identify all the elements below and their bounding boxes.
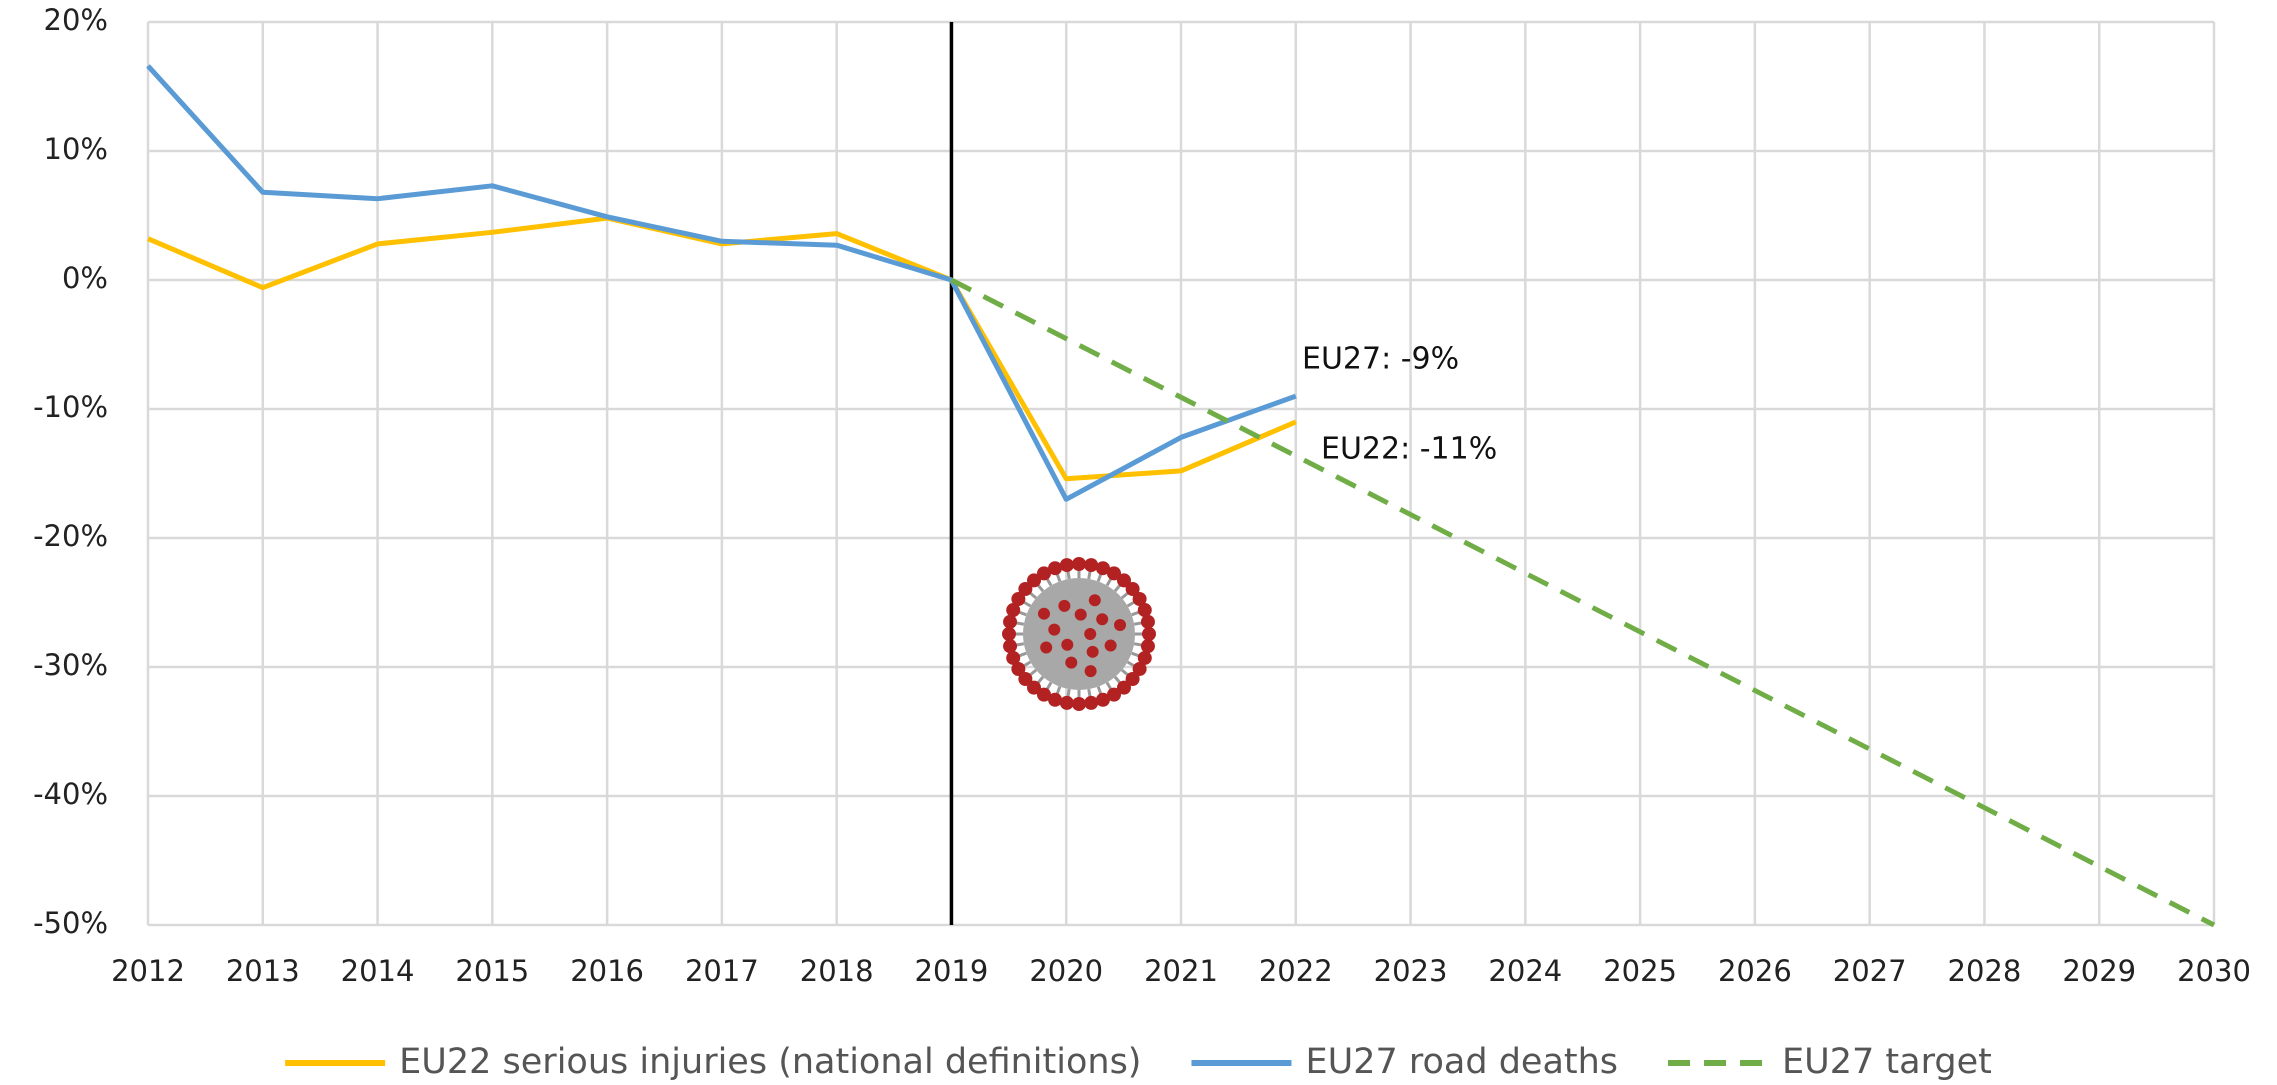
x-tick-label: 2022 [1259, 954, 1333, 988]
legend-item: EU27 road deaths [1191, 1042, 1618, 1082]
x-tick-label: 2024 [1488, 954, 1562, 988]
series-line [950, 277, 2216, 928]
virus-tip [1037, 687, 1051, 702]
virus-tip [1140, 614, 1155, 629]
virus-tip [1027, 573, 1042, 588]
virus-tip [1074, 608, 1087, 621]
x-tick-label: 2020 [1029, 954, 1103, 988]
virus-tip [1107, 687, 1121, 702]
virus-tip [1048, 692, 1063, 707]
virus-tip [1114, 619, 1127, 632]
y-tick-label: -30% [33, 648, 108, 682]
virus-tip [1002, 627, 1016, 641]
virus-tip [1011, 592, 1026, 606]
virus-tip [1040, 641, 1053, 654]
y-tick-label: -40% [33, 777, 108, 811]
virus-tip [1018, 671, 1033, 686]
x-tick-label: 2016 [570, 954, 644, 988]
virus-tip [1018, 582, 1033, 597]
virus-tip [1084, 558, 1099, 573]
virus-tip [1011, 662, 1026, 676]
virus-tip [1107, 566, 1121, 581]
y-tick-label: -50% [33, 906, 108, 940]
virus-tip [1048, 561, 1063, 576]
virus-tip [1088, 594, 1101, 607]
x-tick-label: 2025 [1603, 954, 1677, 988]
x-tick-label: 2026 [1718, 954, 1792, 988]
virus-tip [1137, 603, 1152, 618]
virus-tip [1132, 662, 1147, 676]
x-tick-label: 2017 [685, 954, 759, 988]
y-tick-label: -10% [33, 390, 108, 424]
legend-label: EU22 serious injuries (national definiti… [399, 1042, 1141, 1082]
annotation: EU27: -9% [1302, 342, 1459, 377]
legend-label: EU27 target [1782, 1042, 1992, 1082]
x-tick-label: 2030 [2177, 954, 2251, 988]
virus-tip [1059, 695, 1074, 710]
virus-tip [1096, 613, 1109, 626]
virus-tip [1084, 665, 1097, 678]
x-tick-label: 2019 [915, 954, 989, 988]
virus-body [1023, 578, 1135, 690]
virus-tip [1003, 614, 1018, 629]
virus-tip [1116, 573, 1131, 588]
virus-tip [1125, 582, 1140, 597]
y-tick-label: 20% [44, 3, 108, 37]
virus-tip [1084, 628, 1097, 640]
legend-item: EU27 target [1668, 1042, 1992, 1082]
virus-tip [1137, 650, 1152, 665]
virus-tip [1142, 627, 1156, 641]
virus-tip [1006, 603, 1021, 618]
virus-tip [1006, 650, 1021, 665]
virus-tip [1132, 592, 1147, 606]
x-tick-label: 2015 [455, 954, 529, 988]
legend-item: EU22 serious injuries (national definiti… [285, 1042, 1141, 1082]
x-tick-label: 2023 [1374, 954, 1448, 988]
virus-tip [1140, 639, 1155, 654]
virus-tip [1061, 638, 1074, 651]
virus-tip [1086, 645, 1099, 658]
virus-tip [1084, 695, 1099, 710]
y-tick-label: 0% [62, 261, 108, 295]
annotation: EU22: -11% [1321, 432, 1497, 467]
virus-tip [1072, 557, 1086, 571]
virus-tip [1059, 558, 1074, 573]
virus-tip [1116, 680, 1131, 695]
series-line [146, 64, 1297, 502]
virus-tip [1095, 561, 1110, 576]
virus-tip [1065, 656, 1078, 669]
x-tick-label: 2014 [341, 954, 415, 988]
virus-tip [1027, 680, 1042, 695]
virus-tip [1048, 623, 1061, 636]
virus-tip [1037, 566, 1051, 581]
virus-tip [1072, 697, 1086, 711]
legend-label: EU27 road deaths [1305, 1042, 1618, 1082]
x-tick-label: 2028 [1948, 954, 2022, 988]
x-tick-label: 2027 [1833, 954, 1907, 988]
x-tick-label: 2013 [226, 954, 300, 988]
x-tick-label: 2012 [111, 954, 185, 988]
x-tick-label: 2029 [2062, 954, 2136, 988]
virus-tip [1058, 599, 1071, 612]
x-tick-label: 2021 [1144, 954, 1218, 988]
y-tick-label: 10% [44, 132, 108, 166]
virus-tip [1095, 692, 1110, 707]
x-tick-label: 2018 [800, 954, 874, 988]
virus-tip [1003, 639, 1018, 654]
y-tick-label: -20% [33, 519, 108, 553]
virus-tip [1104, 639, 1117, 652]
virus-icon [1002, 557, 1156, 711]
grid [146, 20, 2216, 927]
virus-tip [1037, 607, 1050, 620]
virus-tip [1125, 671, 1140, 686]
